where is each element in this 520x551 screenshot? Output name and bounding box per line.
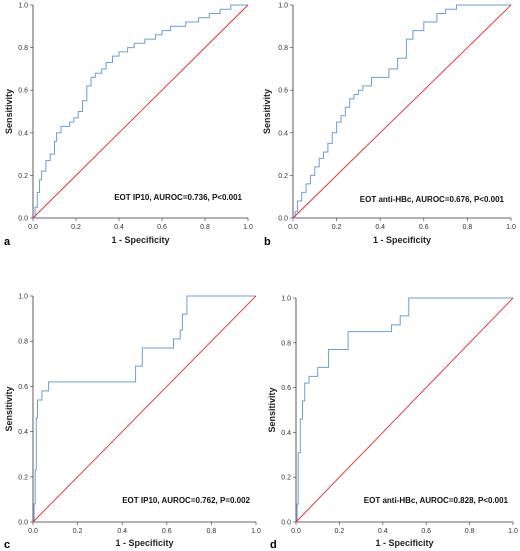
panel-a-y-axis-label: Sensitivity [4, 89, 14, 134]
panel-c-x-tick-label: 0.6 [162, 528, 172, 535]
panel-b-reference-line [292, 4, 512, 219]
panel-c-x-tick-label: 1.0 [251, 528, 261, 535]
panel-c-x-tick-label: 0.4 [117, 528, 127, 535]
panel-a-reference-line [32, 4, 249, 219]
panel-c-reference-line [32, 295, 257, 523]
panel-a-y-tick-label: 0.8 [18, 45, 28, 52]
panel-b-x-axis-label: 1 - Specificity [373, 235, 431, 245]
panel-c-y-axis-label: Sensitivity [4, 386, 14, 431]
panel-b-x-tick-label: 0.2 [332, 224, 342, 231]
panel-b: 0.0 0.2 0.4 0.6 0.8 1.0 0.0 0.2 0.4 0.6 0.8 1.0 1 - … [262, 3, 516, 249]
panel-d-x-tick-label: 1.0 [508, 528, 518, 535]
panel-b-y-tick-label: 1.0 [278, 3, 288, 10]
panel-d-y-tick-label: 0.2 [281, 475, 291, 482]
panel-d: 0.0 0.2 0.4 0.6 0.8 1.0 0.0 0.2 0.4 0.6 0.8 1.0 1 - … [267, 296, 518, 551]
panel-a-letter: a [4, 236, 11, 248]
panel-b-x-tick-label: 1.0 [506, 224, 516, 231]
panel-b-annotation: EOT anti-HBc, AUROC=0.676, P<0.001 [360, 195, 505, 204]
panel-d-x-tick-label: 0.6 [421, 528, 431, 535]
panel-c-y-tick-label: 0.6 [18, 384, 28, 391]
panel-d-y-tick-label: 0.6 [281, 385, 291, 392]
panel-a-y-tick-label: 0.4 [18, 130, 28, 137]
panel-a-y-tick-label: 1.0 [18, 3, 28, 10]
panel-b-x-tick-label: 0.6 [419, 224, 429, 231]
panel-d-x-tick-label: 0.2 [335, 528, 345, 535]
panel-d-reference-line [295, 297, 514, 523]
panel-b-y-tick-label: 0.2 [278, 173, 288, 180]
panel-a: 0.0 0.2 0.4 0.6 0.8 1.0 0.0 0.2 0.4 0.6 0.8 1.0 1 - … [4, 3, 253, 249]
panel-a-x-axis-label: 1 - Specificity [111, 235, 169, 245]
panel-c-x-tick-label: 0.2 [73, 528, 83, 535]
panel-d-letter: d [270, 539, 277, 551]
panel-c-x-tick-label: 0.0 [28, 528, 38, 535]
panel-b-letter: b [264, 236, 271, 248]
panel-b-x-tick-label: 0.0 [288, 224, 298, 231]
panel-d-y-tick-label: 0.8 [281, 340, 291, 347]
panel-b-y-tick-label: 0.8 [278, 45, 288, 52]
panel-c-annotation: EOT IP10, AUROC=0.762, P=0.002 [122, 496, 250, 505]
panel-a-x-tick-label: 0.2 [71, 224, 81, 231]
panel-b-roc-curve [293, 4, 511, 219]
panel-a-annotation: EOT IP10, AUROC=0.736, P<0.001 [114, 193, 242, 202]
panel-c-roc-curve [33, 295, 256, 523]
panel-a-x-tick-label: 0.6 [157, 224, 167, 231]
panel-b-y-axis-label: Sensitivity [262, 89, 272, 134]
panel-d-x-tick-label: 0.4 [378, 528, 388, 535]
panel-c-x-axis-label: 1 - Specificity [115, 538, 173, 548]
panel-b-y-tick-label: 0.4 [278, 130, 288, 137]
panel-c-y-tick-label: 1.0 [18, 294, 28, 301]
panel-d-x-tick-label: 0.8 [465, 528, 475, 535]
panel-d-roc-curve [296, 297, 513, 523]
panel-a-x-tick-label: 0.0 [28, 224, 38, 231]
panel-c: 0.0 0.2 0.4 0.6 0.8 1.0 0.0 0.2 0.4 0.6 0.8 1.0 1 - … [4, 294, 261, 551]
panel-d-x-axis-label: 1 - Specificity [375, 538, 433, 548]
panel-d-x-tick-label: 0.0 [291, 528, 301, 535]
panel-a-x-tick-label: 0.4 [114, 224, 124, 231]
panel-b-y-tick-label: 0.6 [278, 88, 288, 95]
panel-c-y-tick-label: 0.4 [18, 429, 28, 436]
panel-d-y-tick-label: 0.0 [281, 520, 291, 527]
panel-c-letter: c [4, 539, 10, 551]
panel-d-y-tick-label: 0.4 [281, 430, 291, 437]
panel-d-y-tick-label: 1.0 [281, 296, 291, 303]
panel-d-annotation: EOT anti-HBc, AUROC=0.828, P<0.001 [364, 496, 509, 505]
panel-a-y-tick-label: 0.6 [18, 88, 28, 95]
panel-c-y-tick-label: 0.2 [18, 474, 28, 481]
panel-c-x-tick-label: 0.8 [207, 528, 217, 535]
panel-a-x-tick-label: 1.0 [243, 224, 253, 231]
panel-a-x-tick-label: 0.8 [200, 224, 210, 231]
panel-b-y-tick-label: 0.0 [278, 216, 288, 223]
panel-d-y-axis-label: Sensitivity [267, 387, 277, 432]
panel-a-y-tick-label: 0.0 [18, 216, 28, 223]
panel-a-y-tick-label: 0.2 [18, 173, 28, 180]
panel-c-y-tick-label: 0.8 [18, 339, 28, 346]
panel-b-x-tick-label: 0.4 [375, 224, 385, 231]
panel-a-roc-curve [33, 4, 248, 219]
panel-b-x-tick-label: 0.8 [463, 224, 473, 231]
panel-c-y-tick-label: 0.0 [18, 520, 28, 527]
